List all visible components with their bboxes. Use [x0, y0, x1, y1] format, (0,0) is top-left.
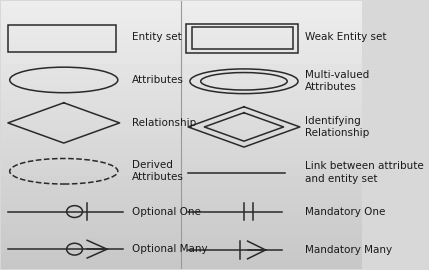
Text: Relationship: Relationship: [132, 118, 196, 128]
Text: Identifying
Relationship: Identifying Relationship: [305, 116, 369, 138]
Text: Multi-valued
Attributes: Multi-valued Attributes: [305, 70, 369, 93]
Text: Mandatory Many: Mandatory Many: [305, 245, 393, 255]
Text: Optional One: Optional One: [132, 207, 201, 217]
Text: Mandatory One: Mandatory One: [305, 207, 386, 217]
Text: Link between attribute
and entity set: Link between attribute and entity set: [305, 161, 424, 184]
Text: Derived
Attributes: Derived Attributes: [132, 160, 184, 183]
Bar: [8, 25, 116, 52]
Bar: [186, 23, 298, 53]
Bar: [192, 27, 293, 49]
Text: Weak Entity set: Weak Entity set: [305, 32, 387, 42]
Text: Optional Many: Optional Many: [132, 244, 208, 254]
Text: Entity set: Entity set: [132, 32, 182, 42]
Text: Attributes: Attributes: [132, 75, 184, 85]
